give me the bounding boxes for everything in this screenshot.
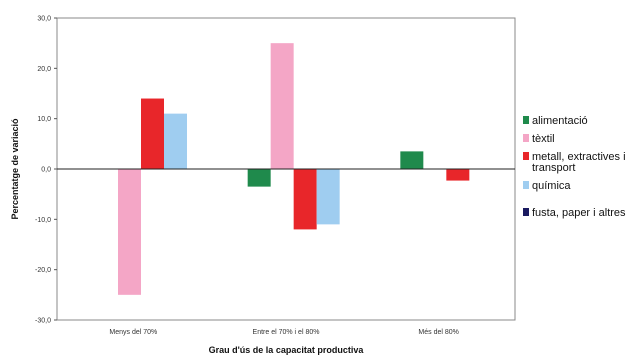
legend-swatch: [523, 181, 529, 189]
bars-group: [118, 43, 470, 295]
legend-label: transport: [532, 162, 575, 174]
legend-label: fusta, paper i altres: [532, 207, 626, 219]
y-tick-label: 0,0: [41, 167, 51, 174]
bar-qu-mica-1: [316, 169, 340, 225]
legend-swatch: [523, 152, 529, 160]
legend-swatch: [523, 116, 529, 124]
x-axis-ticks: Menys del 70% Entre el 70% i el 80% Més de…: [109, 329, 458, 336]
x-axis-title: Grau d'ús de la capacitat productiva: [209, 345, 365, 355]
legend-label: metall, extractives i: [532, 151, 626, 163]
legend-label: alimentació: [532, 115, 588, 127]
bar-metall-extractives-i-transport-1: [293, 169, 317, 230]
y-tick-label: -30,0: [35, 318, 51, 325]
y-tick-label: 20,0: [37, 66, 51, 73]
y-tick-label: 30,0: [37, 16, 51, 23]
y-axis-ticks: 30,0 20,0 10,0 0,0 -10,0 -20,0 -30,0: [35, 16, 57, 325]
bar-metall-extractives-i-transport-2: [446, 169, 470, 181]
legend-label: química: [532, 180, 571, 192]
legend-label: tèxtil: [532, 133, 555, 145]
bar-t-xtil-1: [270, 43, 294, 169]
bar-metall-extractives-i-transport-0: [141, 98, 164, 169]
bar-alimentaci--1: [247, 169, 271, 187]
x-tick-label: Més del 80%: [418, 329, 458, 336]
y-tick-label: -20,0: [35, 267, 51, 274]
bar-alimentaci--2: [400, 151, 424, 169]
bar-qu-mica-0: [164, 113, 187, 169]
legend-swatch: [523, 134, 529, 142]
y-tick-label: -10,0: [35, 217, 51, 224]
legend: alimentació tèxtil metall, extractives itr…: [523, 115, 626, 219]
x-tick-label: Menys del 70%: [109, 329, 157, 336]
y-axis-title: Percentatge de variació: [10, 118, 20, 220]
bar-t-xtil-0: [118, 169, 141, 295]
y-tick-label: 10,0: [37, 116, 51, 123]
legend-swatch: [523, 208, 529, 216]
x-tick-label: Entre el 70% i el 80%: [253, 329, 320, 336]
